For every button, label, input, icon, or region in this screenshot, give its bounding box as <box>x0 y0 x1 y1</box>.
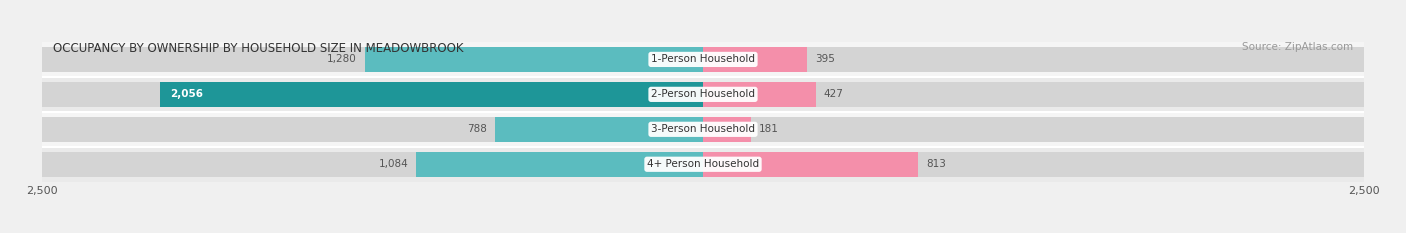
Text: 427: 427 <box>824 89 844 99</box>
Bar <box>159 82 703 107</box>
Bar <box>42 47 703 72</box>
Text: Source: ZipAtlas.com: Source: ZipAtlas.com <box>1241 42 1353 52</box>
Bar <box>703 152 1364 177</box>
Bar <box>495 117 703 142</box>
Bar <box>42 112 1364 147</box>
Text: 4+ Person Household: 4+ Person Household <box>647 159 759 169</box>
Text: 3-Person Household: 3-Person Household <box>651 124 755 134</box>
Bar <box>42 147 1364 182</box>
Bar <box>42 82 703 107</box>
Text: 1-Person Household: 1-Person Household <box>651 55 755 64</box>
Bar <box>703 82 815 107</box>
Bar <box>703 82 1364 107</box>
Text: 1,280: 1,280 <box>328 55 357 64</box>
Bar <box>42 42 1364 77</box>
Text: 2,056: 2,056 <box>170 89 202 99</box>
Text: 181: 181 <box>759 124 779 134</box>
Bar <box>416 152 703 177</box>
Text: OCCUPANCY BY OWNERSHIP BY HOUSEHOLD SIZE IN MEADOWBROOK: OCCUPANCY BY OWNERSHIP BY HOUSEHOLD SIZE… <box>53 42 463 55</box>
Bar <box>42 152 703 177</box>
Bar <box>42 117 703 142</box>
Bar <box>703 152 918 177</box>
Text: 788: 788 <box>467 124 486 134</box>
Text: 1,084: 1,084 <box>378 159 409 169</box>
Text: 2-Person Household: 2-Person Household <box>651 89 755 99</box>
Bar <box>703 117 1364 142</box>
Bar <box>703 47 807 72</box>
Text: 813: 813 <box>925 159 946 169</box>
Bar <box>703 117 751 142</box>
Bar <box>364 47 703 72</box>
Bar <box>703 47 1364 72</box>
Text: 395: 395 <box>815 55 835 64</box>
Bar <box>42 77 1364 112</box>
